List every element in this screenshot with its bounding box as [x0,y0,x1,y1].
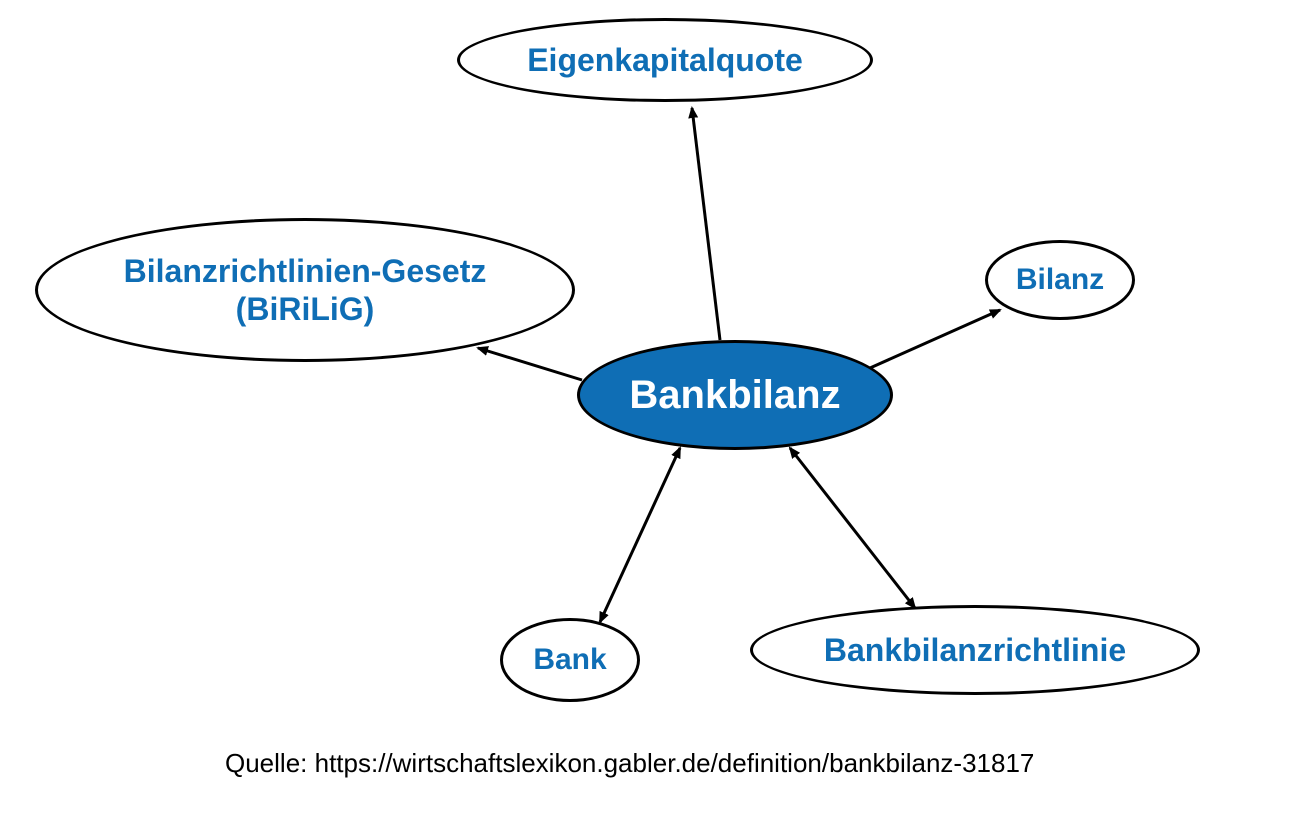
edge-bankbilanz-bankbilanzrichtlinie [790,448,915,608]
edge-bankbilanz-eigenkapitalquote [692,108,720,340]
edge-bankbilanz-bilanz [870,310,1000,368]
node-bankbilanz: Bankbilanz [577,340,893,450]
node-bank: Bank [500,618,640,702]
edge-bankbilanz-bilanzrichtlinien [478,348,582,380]
edge-bankbilanz-bank [600,448,680,622]
node-bankbilanzrichtlinie: Bankbilanzrichtlinie [750,605,1200,695]
node-eigenkapitalquote: Eigenkapitalquote [457,18,873,102]
source-citation: Quelle: https://wirtschaftslexikon.gable… [225,748,1034,779]
mindmap-diagram: Bankbilanz Eigenkapitalquote Bilanzrichtli… [0,0,1300,821]
node-bilanz: Bilanz [985,240,1135,320]
node-bilanzrichtlinien: Bilanzrichtlinien-Gesetz(BiRiLiG) [35,218,575,362]
